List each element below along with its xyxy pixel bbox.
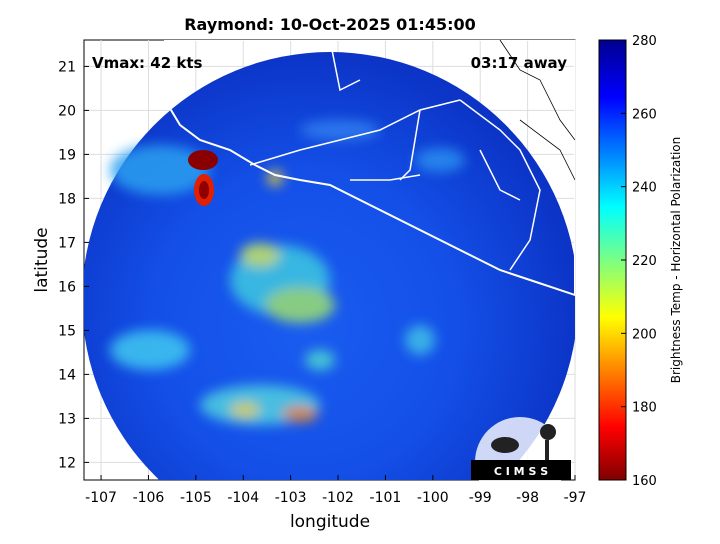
x-tick-label: -102 (322, 490, 354, 506)
away: 03:17 away (471, 54, 568, 72)
y-tick-label: 15 (58, 323, 76, 339)
y-tick-label: 17 (58, 235, 76, 251)
x-tick-label: -99 (469, 490, 492, 506)
y-tick-label: 19 (58, 147, 76, 163)
x-tick-label: -98 (516, 490, 539, 506)
x-tick-label: -103 (275, 490, 307, 506)
logo-text: C I M S S (494, 465, 548, 478)
y-tick-label: 16 (58, 279, 76, 295)
colorbar-tick-label: 260 (632, 107, 657, 122)
colorbar-label: Brightness Temp - Horizontal Polarizatio… (669, 137, 683, 384)
colorbar-tick-label: 160 (632, 474, 657, 489)
x-tick-label: -97 (564, 490, 587, 506)
x-tick-label: -104 (227, 490, 259, 506)
y-label: latitude (32, 227, 52, 292)
x-tick-label: -107 (85, 490, 117, 506)
logo: C I M S S (471, 417, 571, 507)
y-tick-label: 12 (58, 455, 76, 471)
y-tick-label: 18 (58, 191, 76, 207)
x-tick-label: -106 (133, 490, 165, 506)
title: Raymond: 10-Oct-2025 01:45:00 (184, 15, 476, 34)
colorbar-tick-label: 180 (632, 401, 657, 416)
y-tick-label: 21 (58, 59, 76, 75)
y-tick-label: 13 (58, 411, 76, 427)
x-tick-label: -105 (180, 490, 212, 506)
x-tick-label: -101 (370, 490, 402, 506)
swath (84, 40, 575, 480)
colorbar-tick-label: 280 (632, 34, 657, 49)
colorbar-tick-label: 240 (632, 181, 657, 196)
x-tick-label: -100 (417, 490, 449, 506)
y-tick-label: 14 (58, 367, 76, 383)
vmax: Vmax: 42 kts (92, 54, 202, 72)
colorbar-tick-label: 220 (632, 254, 657, 269)
x-label: longitude (290, 512, 370, 532)
y-tick-label: 20 (58, 103, 76, 119)
colorbar-tick-label: 200 (632, 327, 657, 342)
